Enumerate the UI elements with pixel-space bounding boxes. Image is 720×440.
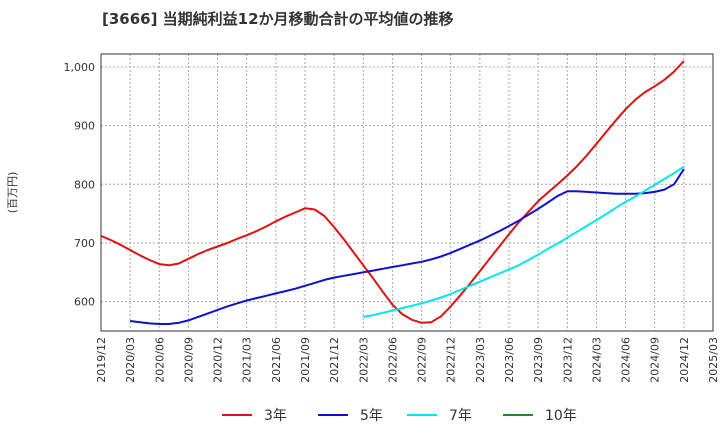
y-tick-labels: 600 700 800 900 1,000 bbox=[64, 61, 96, 309]
x-tick-labels: 2019/12 2020/03 2020/06 2020/09 2020/12 2021/… bbox=[95, 337, 720, 383]
y-tick-label: 900 bbox=[74, 120, 95, 133]
x-tick-label: 2021/03 bbox=[241, 337, 254, 383]
x-tick-label: 2024/09 bbox=[649, 337, 662, 383]
chart-title: [3666] 当期純利益12か月移動合計の平均値の推移 bbox=[102, 10, 454, 28]
plot-frame bbox=[100, 53, 714, 332]
x-tick-label: 2020/03 bbox=[124, 337, 137, 383]
legend-label: 5年 bbox=[360, 408, 383, 424]
legend: 3年 5年 7年 10年 bbox=[222, 408, 577, 424]
y-tick-label: 600 bbox=[74, 296, 95, 309]
y-tick-label: 1,000 bbox=[64, 61, 96, 74]
y-tick-label: 700 bbox=[74, 237, 95, 250]
x-tick-label: 2022/03 bbox=[357, 337, 370, 383]
x-tick-label: 2021/12 bbox=[328, 337, 341, 383]
series-line bbox=[100, 60, 685, 324]
x-tick-label: 2025/03 bbox=[707, 337, 720, 383]
grid-layer bbox=[100, 54, 714, 331]
x-tick-label: 2020/12 bbox=[212, 337, 225, 383]
legend-label: 3年 bbox=[264, 408, 287, 424]
x-tick-label: 2024/03 bbox=[590, 337, 603, 383]
x-tick-label: 2020/06 bbox=[153, 337, 166, 383]
x-tick-label: 2019/12 bbox=[95, 337, 108, 383]
x-tick-label: 2021/09 bbox=[299, 337, 312, 383]
series-layer bbox=[100, 60, 685, 325]
x-tick-label: 2023/12 bbox=[561, 337, 574, 383]
x-tick-label: 2022/06 bbox=[386, 337, 399, 383]
x-tick-label: 2024/06 bbox=[620, 337, 633, 383]
y-tick-label: 800 bbox=[74, 178, 95, 191]
legend-label: 7年 bbox=[449, 408, 472, 424]
legend-label: 10年 bbox=[545, 408, 577, 424]
x-tick-label: 2023/09 bbox=[532, 337, 545, 383]
x-tick-label: 2020/09 bbox=[182, 337, 195, 383]
series-line bbox=[363, 165, 685, 318]
series-line bbox=[129, 168, 685, 325]
x-tick-label: 2021/06 bbox=[270, 337, 283, 383]
y-axis-label: (百万円) bbox=[6, 172, 19, 214]
x-tick-label: 2023/06 bbox=[503, 337, 516, 383]
x-tick-label: 2024/12 bbox=[678, 337, 691, 383]
x-tick-label: 2023/03 bbox=[474, 337, 487, 383]
x-tick-label: 2022/12 bbox=[445, 337, 458, 383]
x-tick-label: 2022/09 bbox=[416, 337, 429, 383]
